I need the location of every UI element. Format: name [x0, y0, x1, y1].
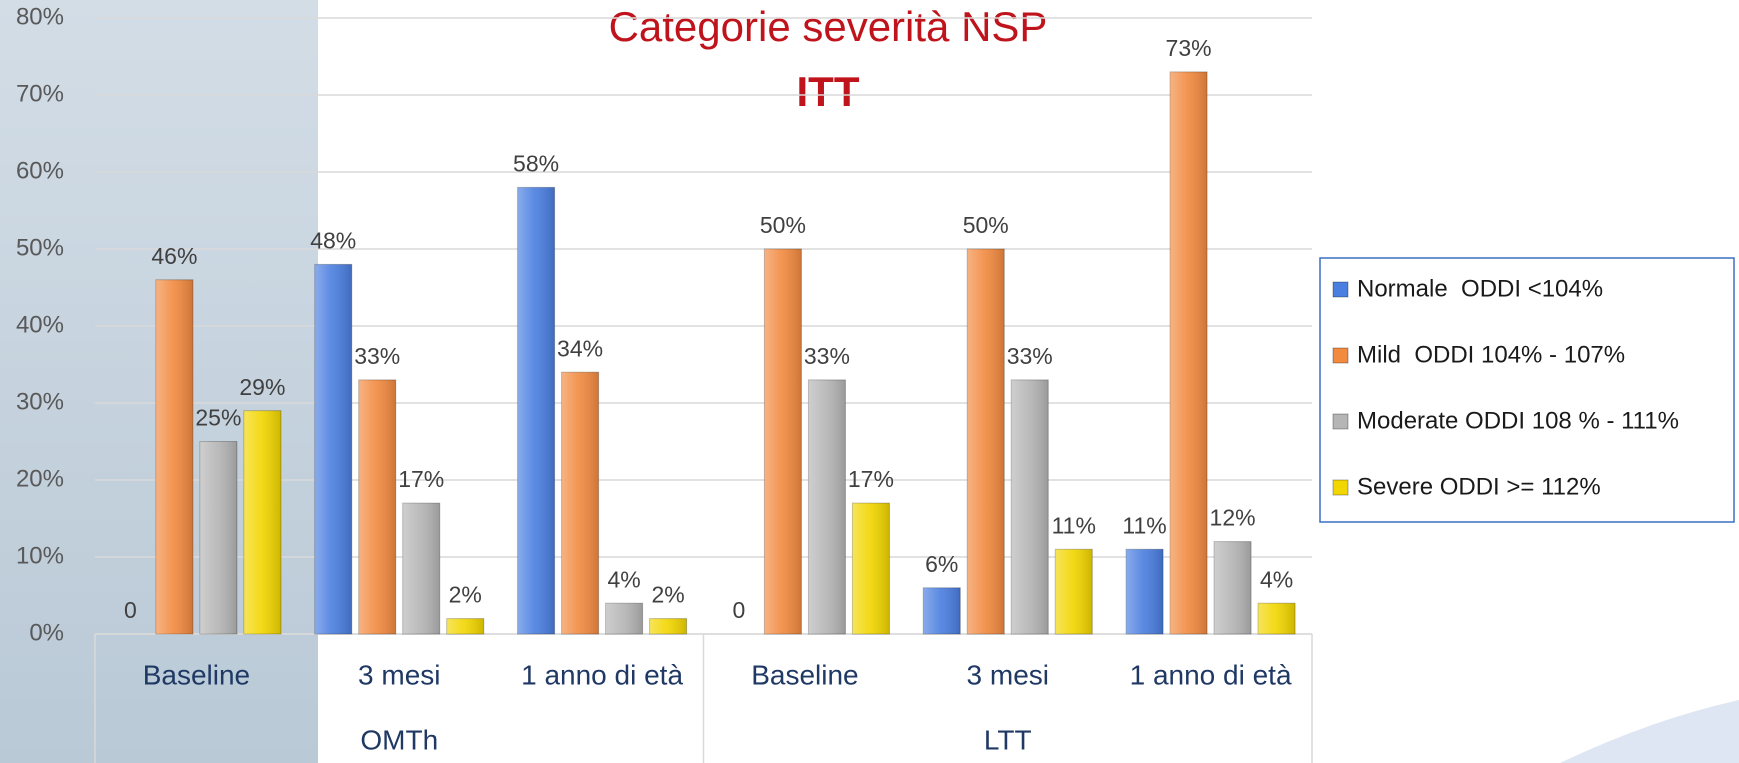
- value-label: 58%: [513, 150, 559, 176]
- value-label: 11%: [1122, 512, 1166, 538]
- value-label: 50%: [963, 212, 1009, 238]
- bar-shade: [923, 588, 960, 634]
- value-label: 12%: [1210, 505, 1256, 531]
- bar-shade: [1055, 549, 1092, 634]
- group-label: OMTh: [360, 724, 438, 755]
- y-tick-label: 0%: [29, 619, 64, 646]
- legend-label: Normale ODDI <104%: [1357, 275, 1603, 302]
- value-label: 46%: [151, 243, 197, 269]
- legend-label: Moderate ODDI 108 % - 111%: [1357, 407, 1679, 434]
- bar-shade: [852, 503, 889, 634]
- legend-label: Mild ODDI 104% - 107%: [1357, 341, 1625, 368]
- x-tick-label: 3 mesi: [967, 659, 1049, 690]
- y-tick-label: 50%: [16, 234, 64, 261]
- value-label: 17%: [398, 466, 444, 492]
- chart-title: Categorie severità NSP: [609, 3, 1048, 50]
- bar-shade: [1126, 549, 1163, 634]
- value-label: 4%: [1260, 566, 1293, 592]
- y-tick-label: 40%: [16, 311, 64, 338]
- bar-shade: [518, 187, 555, 634]
- legend-marker: [1333, 282, 1348, 297]
- y-tick-label: 80%: [16, 3, 64, 30]
- bar-shade: [808, 380, 845, 634]
- value-label: 25%: [195, 405, 241, 431]
- x-tick-label: 1 anno di età: [1130, 659, 1292, 690]
- value-label: 2%: [651, 582, 684, 608]
- bar-shade: [967, 249, 1004, 634]
- value-label: 6%: [925, 551, 958, 577]
- y-tick-label: 20%: [16, 465, 64, 492]
- bar-shade: [200, 442, 237, 635]
- bar-shade: [650, 619, 687, 634]
- x-tick-label: Baseline: [143, 659, 250, 690]
- value-label: 33%: [1007, 343, 1053, 369]
- bar-shade: [562, 372, 599, 634]
- bar-shade: [447, 619, 484, 634]
- value-label: 4%: [607, 566, 640, 592]
- chart-subtitle: ITT: [797, 68, 860, 115]
- chart: Categorie severità NSP ITT 0% 10% 20% 30% 40…: [0, 0, 1739, 763]
- bar-shade: [1258, 603, 1295, 634]
- legend-marker: [1333, 414, 1348, 429]
- bar-shade: [1011, 380, 1048, 634]
- value-label: 50%: [760, 212, 806, 238]
- bar-shade: [156, 280, 193, 634]
- bar-shade: [403, 503, 440, 634]
- value-label: 33%: [804, 343, 850, 369]
- bar-shade: [244, 411, 281, 634]
- x-tick-label: 1 anno di età: [521, 659, 683, 690]
- value-label: 34%: [557, 335, 603, 361]
- bar-shade: [315, 264, 352, 634]
- value-label: 17%: [848, 466, 894, 492]
- value-label: 73%: [1166, 35, 1212, 61]
- value-label: 48%: [310, 227, 356, 253]
- x-tick-label: Baseline: [751, 659, 858, 690]
- y-tick-label: 30%: [16, 388, 64, 415]
- value-label: 2%: [449, 582, 482, 608]
- legend-marker: [1333, 480, 1348, 495]
- y-tick-label: 70%: [16, 80, 64, 107]
- value-label: 11%: [1052, 512, 1096, 538]
- legend-label: Severe ODDI >= 112%: [1357, 473, 1601, 500]
- value-label: 33%: [354, 343, 400, 369]
- bar-shade: [764, 249, 801, 634]
- value-label: 0: [733, 597, 746, 623]
- value-label: 29%: [239, 374, 285, 400]
- bar-shade: [359, 380, 396, 634]
- bar-shade: [1214, 542, 1251, 634]
- value-label: 0: [124, 597, 137, 623]
- corner-swoosh: [1560, 700, 1739, 763]
- bar-shade: [1170, 72, 1207, 634]
- y-tick-label: 60%: [16, 157, 64, 184]
- x-tick-label: 3 mesi: [358, 659, 440, 690]
- y-tick-label: 10%: [16, 542, 64, 569]
- group-label: LTT: [984, 724, 1032, 755]
- bar-shade: [606, 603, 643, 634]
- legend-marker: [1333, 348, 1348, 363]
